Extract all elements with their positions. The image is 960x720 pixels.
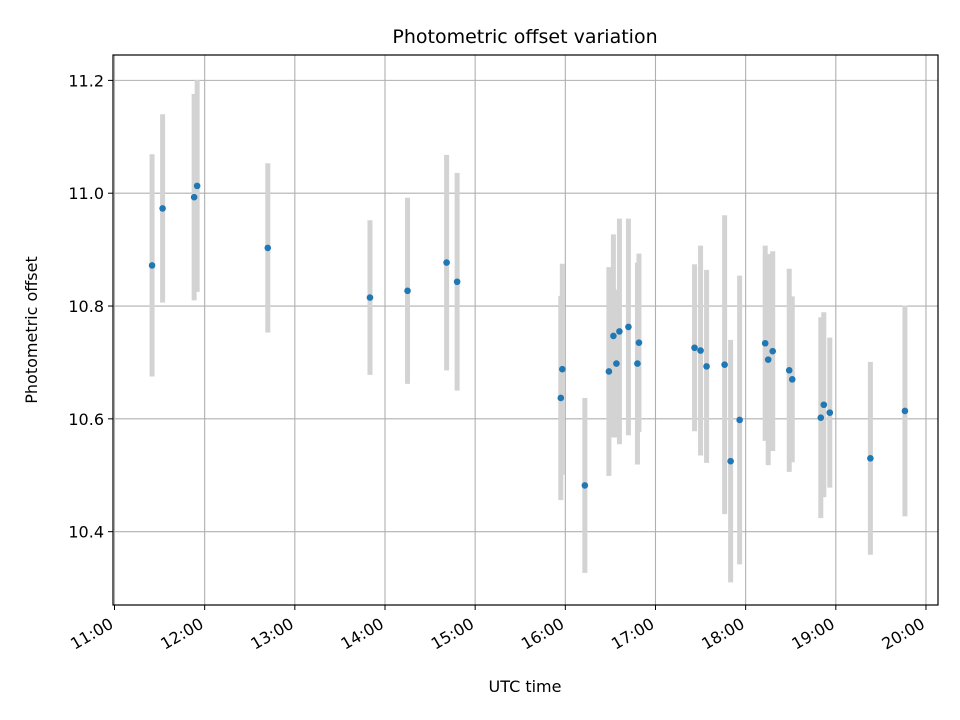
data-point [721,361,728,368]
x-tick-label: 15:00 [428,614,477,654]
data-points [148,182,909,489]
data-point [366,294,374,301]
data-point [727,457,734,465]
data-point [769,347,776,355]
y-tick-label: 10.4 [68,523,104,542]
x-tick-label: 17:00 [608,614,657,654]
data-point [443,259,450,266]
grid-lines [113,55,938,605]
x-tick-label: 16:00 [518,614,567,654]
data-point [605,368,613,375]
data-point [616,328,623,335]
data-point [159,205,166,212]
data-point [559,365,566,373]
data-point [625,323,632,331]
data-point [581,482,589,489]
data-point [635,339,643,346]
y-tick-label: 11.2 [68,71,104,90]
data-point [867,455,874,462]
data-point [736,416,743,424]
y-axis-title: Photometric offset [22,256,41,404]
x-tick-label: 18:00 [698,614,747,654]
data-point [826,409,834,416]
x-tick-label: 11:00 [67,614,116,654]
x-tick-label: 12:00 [157,614,206,654]
data-point [901,407,909,415]
data-point [404,287,411,295]
data-point [557,394,565,402]
data-point [820,401,828,409]
x-tick-label: 13:00 [247,614,296,654]
chart-title: Photometric offset variation [392,26,657,48]
data-point [785,367,793,374]
y-tick-label: 10.8 [68,297,104,316]
data-point [613,360,620,367]
data-point [148,262,156,269]
x-tick-label: 14:00 [338,614,387,654]
y-tick-label: 10.6 [68,410,104,429]
data-point [610,332,617,340]
error-bars [149,79,908,583]
data-point [764,356,772,363]
x-axis-title: UTC time [489,677,562,696]
data-point [453,278,461,286]
data-point [190,193,198,201]
data-point [697,347,704,354]
data-point [193,182,201,190]
data-point [788,376,796,383]
x-tick-label: 20:00 [879,614,928,654]
data-point [264,244,272,252]
x-tick-label: 19:00 [788,614,837,654]
y-tick-label: 11.0 [68,184,104,203]
data-point [761,339,769,347]
data-point [817,414,825,422]
data-point [703,363,710,370]
plot-frame [112,54,939,606]
data-point [691,344,698,352]
data-point [634,360,641,367]
